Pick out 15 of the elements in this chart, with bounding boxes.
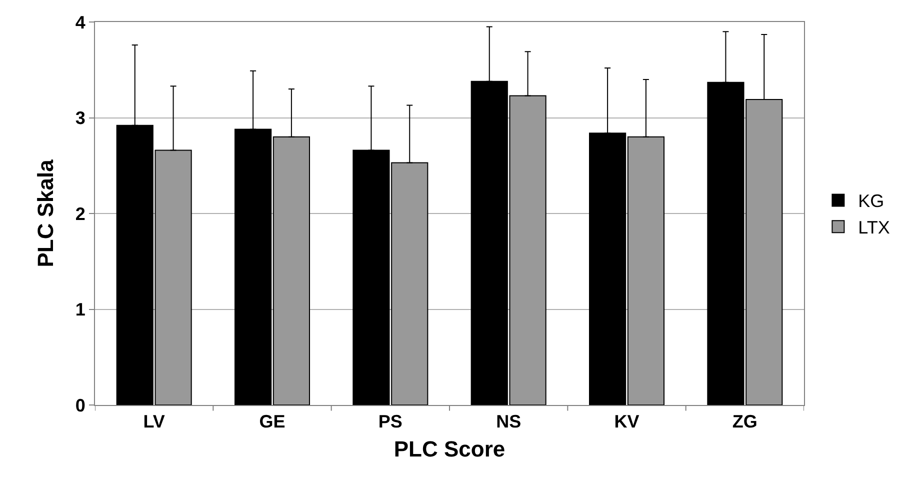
x-tick-label: NS xyxy=(496,412,522,432)
y-axis-title: PLC Skala xyxy=(33,158,58,268)
y-tick-label: 1 xyxy=(75,300,86,320)
x-tick-label: ZG xyxy=(732,412,758,432)
y-tick-label: 4 xyxy=(75,12,86,32)
legend-label: KG xyxy=(858,191,884,212)
legend-label: LTX xyxy=(858,218,890,238)
y-tick-label: 2 xyxy=(75,204,86,224)
x-axis-title: PLC Score xyxy=(394,436,506,462)
y-tick-label: 3 xyxy=(75,108,86,128)
x-tick-label: KV xyxy=(614,412,640,432)
x-tick-label: LV xyxy=(143,412,165,432)
x-tick-label: PS xyxy=(378,412,402,432)
x-tick-label: GE xyxy=(259,412,286,432)
y-tick-label: 0 xyxy=(75,395,86,416)
